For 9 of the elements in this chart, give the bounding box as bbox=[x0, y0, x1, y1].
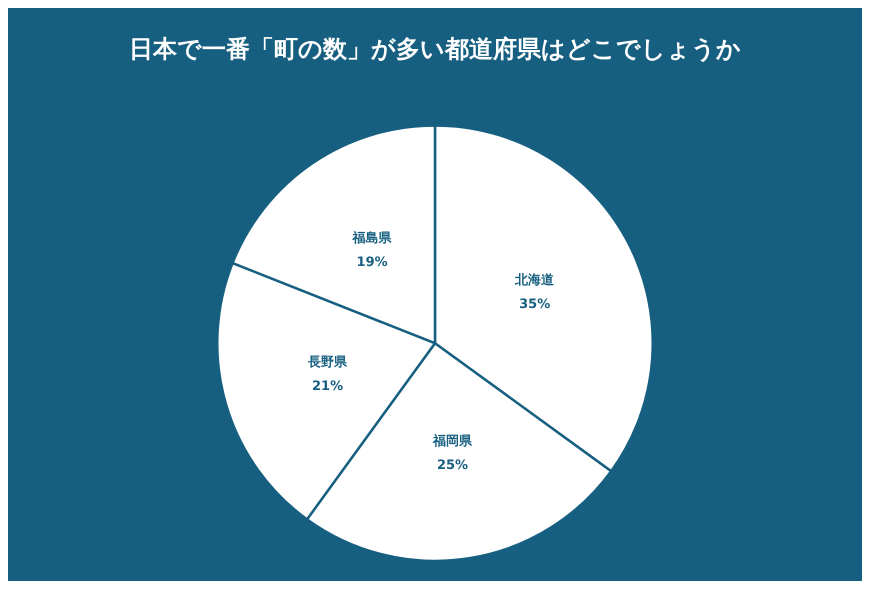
chart-title: 日本で一番「町の数」が多い都道府県はどこでしょうか bbox=[129, 35, 741, 63]
data-label: 19% bbox=[356, 255, 388, 270]
data-label: 21% bbox=[312, 378, 344, 394]
slice-label: 北海道 bbox=[514, 272, 556, 288]
data-label: 35% bbox=[519, 296, 550, 312]
slice-label: 福島県 bbox=[352, 230, 393, 246]
data-label: 25% bbox=[436, 458, 468, 474]
slice-label: 長野県 bbox=[307, 354, 348, 370]
slice-label: 福岡県 bbox=[432, 433, 473, 450]
